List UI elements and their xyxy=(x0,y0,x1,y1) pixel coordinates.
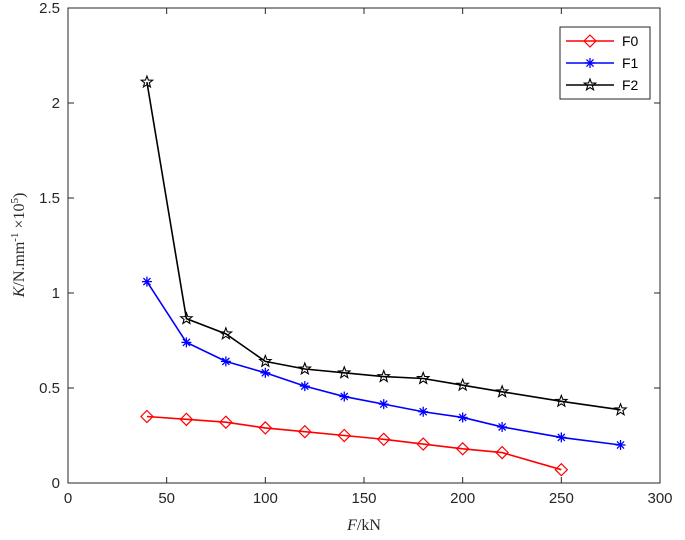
y-axis-label-sup1: -1 xyxy=(9,233,21,242)
data-point-diamond xyxy=(337,428,352,443)
data-point-star xyxy=(139,74,155,89)
data-point-star xyxy=(297,361,313,376)
legend: F0 F1 F2 xyxy=(559,26,651,100)
data-point-diamond xyxy=(554,462,569,477)
data-point-asterisk xyxy=(615,440,626,450)
data-point-asterisk xyxy=(378,399,389,410)
data-point-asterisk xyxy=(457,412,468,423)
axis-ticks: 0 50 100 150 200 250 300 0 0.5 1 1.5 2 2.5 xyxy=(39,0,672,507)
data-point-asterisk xyxy=(260,367,271,378)
data-point-asterisk xyxy=(585,58,595,68)
y-axis-label-close: ) xyxy=(11,193,28,198)
x-tick-label: 250 xyxy=(549,490,574,507)
data-point-asterisk xyxy=(418,406,429,417)
data-point-diamond xyxy=(495,445,509,460)
data-point-star xyxy=(554,393,569,408)
y-tick-label: 2.5 xyxy=(39,0,60,17)
data-point-diamond xyxy=(258,421,273,435)
series-f1 xyxy=(141,276,626,450)
x-axis-label-var: F xyxy=(346,517,357,534)
asterisk-stroke xyxy=(340,392,349,401)
series-layer xyxy=(139,74,628,477)
data-point-diamond xyxy=(376,432,391,447)
series-f0 xyxy=(140,409,569,477)
asterisk-stroke xyxy=(221,357,230,366)
series-f2 xyxy=(139,74,628,416)
legend-label: F1 xyxy=(622,55,639,71)
data-point-diamond xyxy=(583,34,597,48)
series-line xyxy=(146,81,621,411)
asterisk-stroke xyxy=(616,441,625,449)
data-point-star xyxy=(494,384,510,398)
y-tick-label: 2 xyxy=(52,95,60,112)
data-point-asterisk xyxy=(497,421,508,432)
data-point-star xyxy=(218,326,234,340)
x-tick-label: 50 xyxy=(158,490,175,507)
asterisk-stroke xyxy=(557,433,566,442)
data-point-asterisk xyxy=(220,356,231,367)
legend-item-f1: F1 xyxy=(566,55,639,71)
data-point-diamond xyxy=(179,412,194,427)
asterisk-stroke xyxy=(261,368,270,377)
data-point-star xyxy=(337,365,352,379)
data-point-star xyxy=(415,370,431,385)
asterisk-stroke xyxy=(379,400,388,409)
x-tick-label: 200 xyxy=(450,490,475,507)
data-point-star xyxy=(179,311,194,325)
y-axis-label-unit: /N.mm xyxy=(11,241,28,286)
data-point-star xyxy=(582,77,598,92)
legend-item-f2: F2 xyxy=(566,77,639,93)
asterisk-stroke xyxy=(419,407,428,416)
data-point-asterisk xyxy=(181,337,192,348)
data-point-star xyxy=(376,369,391,383)
data-point-star xyxy=(613,402,628,416)
y-axis-label-var: K xyxy=(11,285,28,298)
y-tick-label: 1.5 xyxy=(39,190,60,207)
asterisk-stroke xyxy=(182,338,191,347)
asterisk-stroke xyxy=(300,382,309,391)
data-point-diamond xyxy=(297,424,312,439)
x-axis-label-unit: /kN xyxy=(357,517,381,534)
x-tick-label: 0 xyxy=(64,490,72,507)
y-axis-label-times: ×10 xyxy=(11,204,28,233)
asterisk-stroke xyxy=(498,422,507,431)
asterisk-stroke xyxy=(458,413,467,422)
asterisk-stroke xyxy=(586,59,594,67)
data-point-asterisk xyxy=(556,432,567,443)
data-point-asterisk xyxy=(299,381,310,392)
x-axis-label: F/kN xyxy=(346,517,381,534)
data-point-diamond xyxy=(219,415,233,430)
y-tick-label: 0 xyxy=(52,475,60,492)
legend-label: F0 xyxy=(622,33,639,49)
data-point-star xyxy=(455,377,470,392)
data-point-diamond xyxy=(140,409,154,424)
series-line xyxy=(146,281,621,446)
y-tick-label: 1 xyxy=(52,285,60,302)
legend-item-f0: F0 xyxy=(566,33,639,49)
y-axis-label: K/N.mm-1 ×105) xyxy=(9,193,28,299)
data-point-star xyxy=(258,353,273,368)
x-tick-label: 150 xyxy=(351,490,376,507)
asterisk-stroke xyxy=(142,277,151,286)
legend-label: F2 xyxy=(622,77,639,93)
legend-items: F0 F1 F2 xyxy=(566,33,639,93)
x-tick-label: 300 xyxy=(647,490,672,507)
data-point-asterisk xyxy=(141,276,152,287)
data-point-asterisk xyxy=(339,391,350,402)
x-tick-label: 100 xyxy=(253,490,278,507)
data-point-diamond xyxy=(455,441,470,456)
series-line xyxy=(146,415,562,471)
y-axis-label-sup2: 5 xyxy=(9,198,21,204)
y-tick-label: 0.5 xyxy=(39,380,60,397)
data-point-diamond xyxy=(416,437,431,451)
